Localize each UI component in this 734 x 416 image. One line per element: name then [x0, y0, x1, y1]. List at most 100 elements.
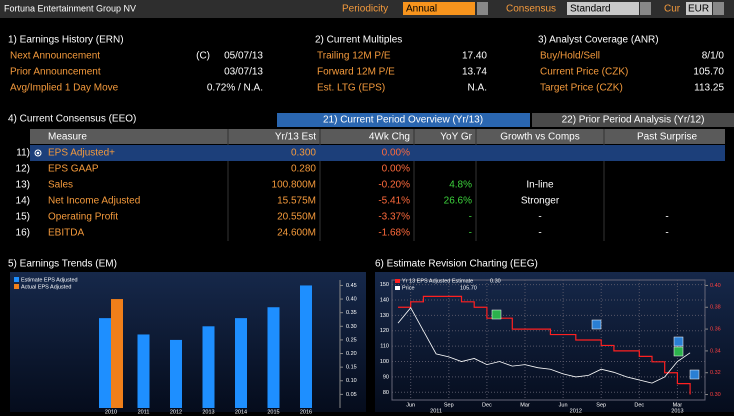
row-number: 13) — [16, 180, 30, 191]
periodicity-dropdown[interactable] — [403, 2, 475, 15]
cell-est: 24.600M — [277, 228, 316, 239]
y-tick-label: 0.40 — [346, 297, 357, 303]
periodicity-label: Periodicity — [342, 4, 388, 15]
cell-measure: EPS GAAP — [48, 164, 99, 175]
periodicity-value: Annual — [406, 4, 437, 15]
field-label: Prior Announcement — [10, 67, 101, 78]
event-icon[interactable] — [491, 309, 502, 320]
cell-chg: -0.20% — [378, 180, 410, 191]
field-value: 105.70 — [693, 67, 724, 78]
x-tick-label: 2010 — [105, 409, 117, 415]
currency-dropdown[interactable] — [686, 2, 712, 15]
dropdown-arrow[interactable] — [477, 2, 488, 15]
x-tick-label: Sep — [444, 402, 454, 408]
cell-yoy: - — [469, 228, 472, 239]
row-number: 15) — [16, 212, 30, 223]
estimate-line — [398, 295, 691, 395]
legend-swatch — [14, 284, 19, 289]
x-tick-label: Jun — [559, 402, 568, 408]
dropdown-arrow[interactable] — [640, 2, 651, 15]
price-line — [397, 306, 691, 384]
currency-value: EUR — [688, 4, 709, 15]
field-label: Est. LTG (EPS) — [317, 83, 385, 94]
tab-active[interactable] — [277, 113, 530, 127]
y-tick-label: 140 — [380, 297, 389, 303]
cell-est: 0.280 — [291, 164, 316, 175]
column-header: 4Wk Chg — [369, 132, 410, 143]
legend-label: Yr 13 EPS Adjusted Estimate — [402, 278, 473, 284]
plot-frame — [391, 279, 706, 401]
field-label: Trailing 12M P/E — [317, 51, 391, 62]
event-icon[interactable] — [673, 346, 684, 357]
field-value: 05/07/13 — [224, 51, 263, 62]
cell-est: 20.550M — [277, 212, 316, 223]
cell-comps: Stronger — [521, 196, 560, 207]
x-tick-label: Sep — [596, 402, 606, 408]
event-icon[interactable] — [673, 336, 684, 347]
field-value: 0.72% / N.A. — [207, 83, 263, 94]
legend-label: Actual EPS Adjusted — [21, 284, 71, 290]
y-tick-label: 90 — [383, 374, 389, 380]
section-title: 2) Current Multiples — [315, 35, 402, 46]
x-tick-label: 2012 — [170, 409, 182, 415]
field-value: N.A. — [468, 83, 487, 94]
section-title: 4) Current Consensus (EEO) — [8, 114, 136, 125]
section-title: 6) Estimate Revision Charting (EEG) — [375, 259, 538, 270]
x-tick-label: Jun — [406, 402, 415, 408]
field-label: Avg/Implied 1 Day Move — [10, 83, 119, 94]
cell-chg: -5.41% — [378, 196, 410, 207]
x-tick-label: 2015 — [267, 409, 279, 415]
field-label: Buy/Hold/Sell — [540, 51, 600, 62]
row-number: 11) — [16, 148, 30, 159]
bar — [137, 334, 150, 408]
y-tick-label: 150 — [380, 282, 389, 288]
cell-yoy: 26.6% — [444, 196, 472, 207]
consensus-label: Consensus — [506, 4, 556, 15]
column-header: Measure — [48, 132, 87, 143]
cell-comps: In-line — [526, 180, 554, 191]
y2-tick-label: 0.40 — [710, 283, 721, 289]
x-tick-label: Dec — [482, 402, 492, 408]
cell-surprise: - — [665, 228, 668, 239]
section-title: 3) Analyst Coverage (ANR) — [538, 35, 659, 46]
tab-label: 22) Prior Period Analysis (Yr/12) — [562, 115, 705, 126]
x-tick-label: Mar — [673, 402, 683, 408]
row-selected[interactable] — [30, 145, 725, 161]
cell-chg: -3.37% — [378, 212, 410, 223]
column-header: Past Surprise — [637, 132, 697, 143]
cell-chg: -1.68% — [378, 228, 410, 239]
radio-button[interactable] — [34, 149, 42, 157]
cell-measure: EBITDA — [48, 228, 84, 239]
legend-swatch — [395, 286, 400, 290]
legend-label: Price — [402, 285, 415, 291]
section-title: 1) Earnings History (ERN) — [8, 35, 124, 46]
dropdown-arrow[interactable] — [713, 2, 724, 15]
column-header: Growth vs Comps — [500, 132, 579, 143]
y-tick-label: 80 — [383, 390, 389, 396]
column-header: YoY Gr — [440, 132, 472, 143]
bar — [202, 326, 215, 408]
field-prefix: (C) — [196, 51, 210, 62]
consensus-dropdown[interactable] — [567, 2, 639, 15]
tab[interactable] — [532, 113, 734, 127]
field-value: 113.25 — [694, 83, 724, 94]
legend-value: 0.30 — [490, 278, 501, 284]
bar — [300, 285, 312, 408]
y-tick-label: 0.15 — [346, 365, 357, 371]
cell-chg: 0.00% — [382, 148, 410, 159]
event-icon[interactable] — [689, 369, 700, 380]
legend-swatch — [395, 279, 400, 283]
row-number: 12) — [16, 164, 30, 175]
tab-label: 21) Current Period Overview (Yr/13) — [323, 115, 483, 126]
column-header: Yr/13 Est — [275, 132, 316, 143]
field-value: 17.40 — [462, 51, 487, 62]
y-tick-label: 130 — [380, 313, 389, 319]
y-tick-label: 120 — [380, 328, 389, 334]
year-label: 2011 — [430, 408, 442, 414]
cell-yoy: - — [469, 212, 472, 223]
y-tick-label: 110 — [380, 344, 389, 350]
event-icon[interactable] — [591, 319, 602, 330]
y-tick-label: 100 — [380, 359, 389, 365]
y-tick-label: 0.35 — [346, 310, 357, 316]
